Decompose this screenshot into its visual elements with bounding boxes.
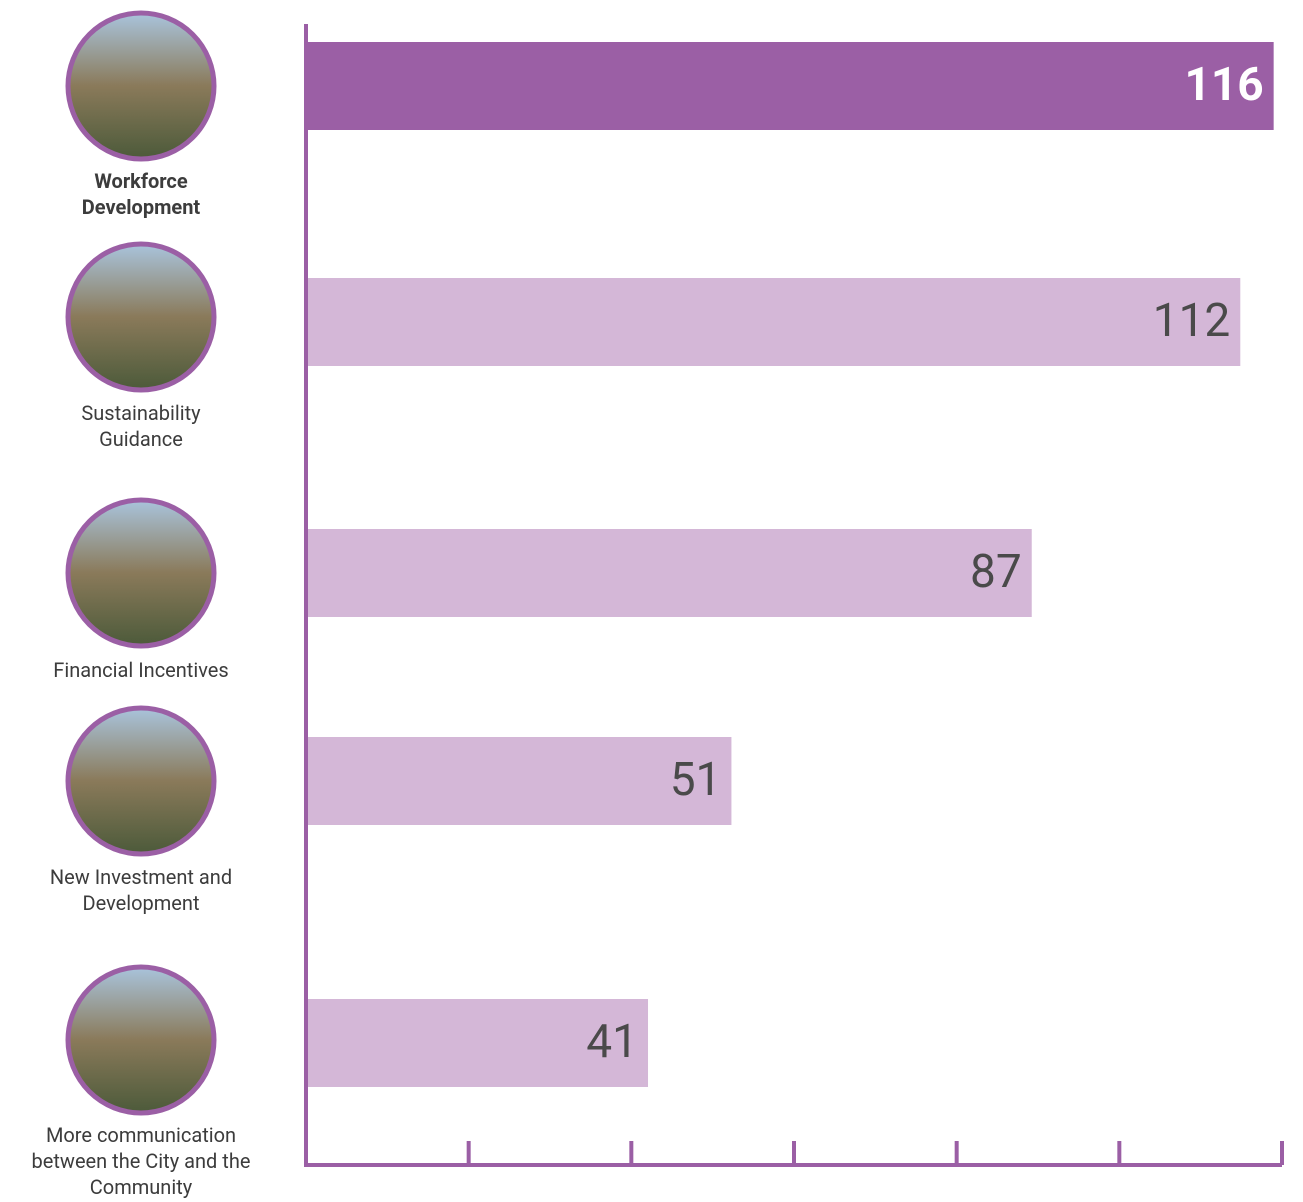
value-label: 116 [1184, 58, 1263, 112]
value-label: 112 [1153, 294, 1231, 348]
value-label: 87 [970, 545, 1022, 599]
category-label: Financial Incentives [53, 658, 229, 682]
category-label: Workforce Development [81, 169, 201, 219]
category-photo [65, 497, 217, 649]
bar [308, 737, 732, 825]
value-label: 41 [586, 1015, 638, 1069]
category-photo [65, 241, 217, 393]
bar [308, 999, 649, 1087]
category-label: More communication between the City and … [31, 1123, 251, 1199]
category-photo [65, 705, 217, 857]
category-photo [65, 10, 217, 162]
category-label: Sustainability Guidance [81, 401, 201, 451]
bar [308, 529, 1032, 617]
value-label: 51 [670, 753, 722, 807]
bar [308, 42, 1274, 130]
category-label: New Investment and Development [49, 865, 233, 915]
bar [308, 278, 1241, 366]
category-photo [65, 964, 217, 1116]
